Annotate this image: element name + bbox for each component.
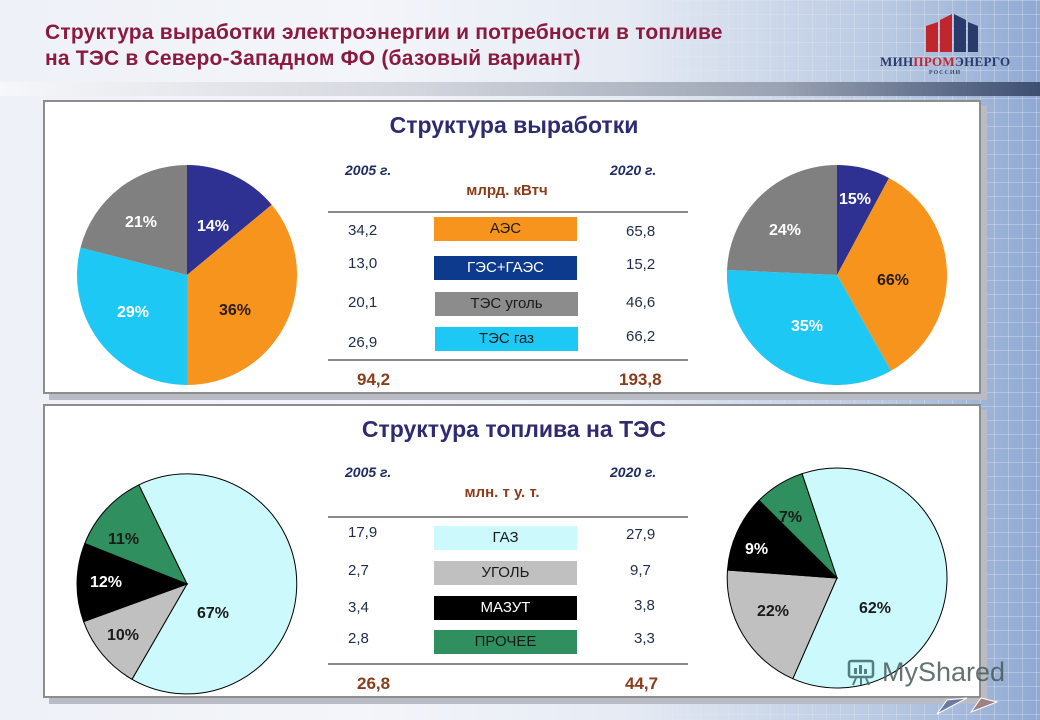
generation-coal-2020: 46,6 [626, 294, 656, 311]
pie-slice-gas [131, 473, 298, 695]
legend-gas: ГАЗ [434, 526, 577, 550]
nav-arrows [936, 697, 999, 715]
fuel-top-rule [328, 516, 688, 518]
generation-pie-2020: 15% 66% 24% 35% [727, 165, 947, 385]
fuel-bottom-rule [328, 663, 688, 665]
fuel-year-2005: 2005 г. [345, 464, 392, 480]
pie-label-tes-coal: 24% [769, 222, 801, 239]
pie-label-aes: 14% [197, 218, 229, 235]
fuel-unit: млн. т у. т. [464, 484, 540, 501]
pie-slice-mazut [76, 542, 189, 623]
pie-slice-ges [187, 204, 297, 385]
pie-label-tes-gas: 35% [791, 318, 823, 335]
pie-label-ges: 66% [877, 272, 909, 289]
pie-slice-other [84, 484, 189, 585]
pie-label-gas: 67% [197, 605, 229, 622]
generation-aes-2005: 34,2 [348, 222, 378, 239]
pie-slice-other [758, 473, 838, 579]
pie-slice-tes-gas [727, 270, 891, 385]
generation-pie-2005: 14% 36% 21% 29% [77, 165, 297, 385]
building-logo-icon [926, 14, 978, 52]
fuel-pie-2020: 62% 22% 9% 7% [726, 467, 948, 689]
generation-total-2020: 193,8 [619, 370, 662, 389]
fuel-coal-2020: 9,7 [630, 562, 651, 579]
watermark: MyShared [846, 656, 1005, 688]
fuel-panel: Структура топлива на ТЭС 2005 г. 2020 г.… [43, 404, 981, 698]
generation-unit: млрд. кВтч [466, 182, 548, 199]
legend-tes-gas: ТЭС газ [435, 327, 578, 351]
pie-slice-tes-coal [80, 165, 187, 275]
legend-ges: ГЭС+ГАЭС [434, 256, 577, 280]
pie-slice-aes [187, 165, 272, 275]
generation-top-rule [328, 211, 688, 213]
legend-mazut: МАЗУТ [434, 596, 577, 620]
header-divider-bar [0, 82, 1040, 96]
fuel-other-2020: 3,3 [634, 630, 655, 647]
logo-text-part1: МИН [880, 54, 914, 69]
pie-label-coal: 10% [107, 627, 139, 644]
watermark-text: MyShared [882, 656, 1006, 687]
pie-label-gas: 62% [859, 600, 891, 617]
slide-title: Структура выработки электроэнергии и пот… [45, 20, 865, 72]
pie-label-ges: 36% [219, 302, 251, 319]
prev-arrow-icon[interactable] [936, 697, 968, 715]
ministry-logo: МИНПРОМЭНЕРГО РОССИИ [880, 12, 1010, 80]
next-arrow-icon[interactable] [969, 697, 999, 714]
generation-gas-2020: 66,2 [626, 328, 656, 345]
legend-coal: УГОЛЬ [434, 561, 577, 585]
pie-slice-coal [726, 569, 838, 680]
fuel-year-2020: 2020 г. [610, 464, 657, 480]
fuel-total-2005: 26,8 [357, 674, 391, 693]
fuel-mazut-2020: 3,8 [634, 597, 655, 614]
pie-label-mazut: 9% [745, 541, 768, 558]
pie-slice-coal [82, 583, 189, 680]
generation-bottom-rule [328, 359, 688, 361]
generation-ges-2005: 13,0 [348, 255, 378, 272]
logo-subtitle: РОССИИ [928, 70, 962, 76]
generation-year-2020: 2020 г. [610, 162, 657, 178]
pie-label-other: 7% [779, 509, 802, 526]
generation-aes-2020: 65,8 [626, 223, 656, 240]
pie-slice-tes-gas [77, 247, 187, 385]
fuel-other-2005: 2,8 [348, 630, 369, 647]
generation-coal-2005: 20,1 [348, 294, 378, 311]
slide-title-line1: Структура выработки электроэнергии и пот… [45, 21, 723, 44]
logo-text-part2: ПРОМ [913, 54, 955, 69]
presentation-board-icon [847, 659, 875, 686]
logo-wordmark: МИНПРОМЭНЕРГО [880, 54, 1010, 70]
pie-slice-ges [837, 178, 947, 371]
generation-ges-2020: 15,2 [626, 256, 656, 273]
pie-label-mazut: 12% [90, 574, 122, 591]
fuel-coal-2005: 2,7 [348, 562, 369, 579]
generation-year-2005: 2005 г. [345, 162, 392, 178]
fuel-pie-2005: 67% 10% 12% 11% [76, 473, 298, 695]
logo-text-part3: ЭНЕРГО [954, 54, 1011, 69]
fuel-title: Структура топлива на ТЭС [361, 416, 667, 442]
pie-slice-mazut [726, 499, 839, 579]
pie-slice-tes-coal [727, 165, 837, 275]
generation-gas-2005: 26,9 [348, 334, 378, 351]
generation-title: Структура выработки [389, 112, 639, 138]
legend-tes-coal: ТЭС уголь [435, 292, 578, 316]
legend-other: ПРОЧЕЕ [434, 630, 577, 654]
fuel-total-2020: 44,7 [625, 674, 659, 693]
generation-total-2005: 94,2 [357, 370, 391, 389]
pie-slice-aes [837, 165, 889, 275]
pie-label-other: 11% [108, 531, 139, 548]
pie-slice-gas [792, 467, 948, 689]
generation-panel: Структура выработки 2005 г. 2020 г. млрд… [43, 100, 981, 394]
slide-title-line2: на ТЭС в Северо-Западном ФО (базовый вар… [45, 47, 581, 70]
fuel-mazut-2005: 3,4 [348, 599, 369, 616]
pie-label-tes-coal: 21% [125, 214, 157, 231]
pie-label-aes: 15% [839, 191, 871, 208]
pie-label-tes-gas: 29% [117, 304, 149, 321]
fuel-gas-2005: 17,9 [348, 524, 378, 541]
fuel-gas-2020: 27,9 [626, 526, 656, 543]
pie-label-coal: 22% [757, 603, 789, 620]
legend-aes: АЭС [434, 217, 577, 241]
